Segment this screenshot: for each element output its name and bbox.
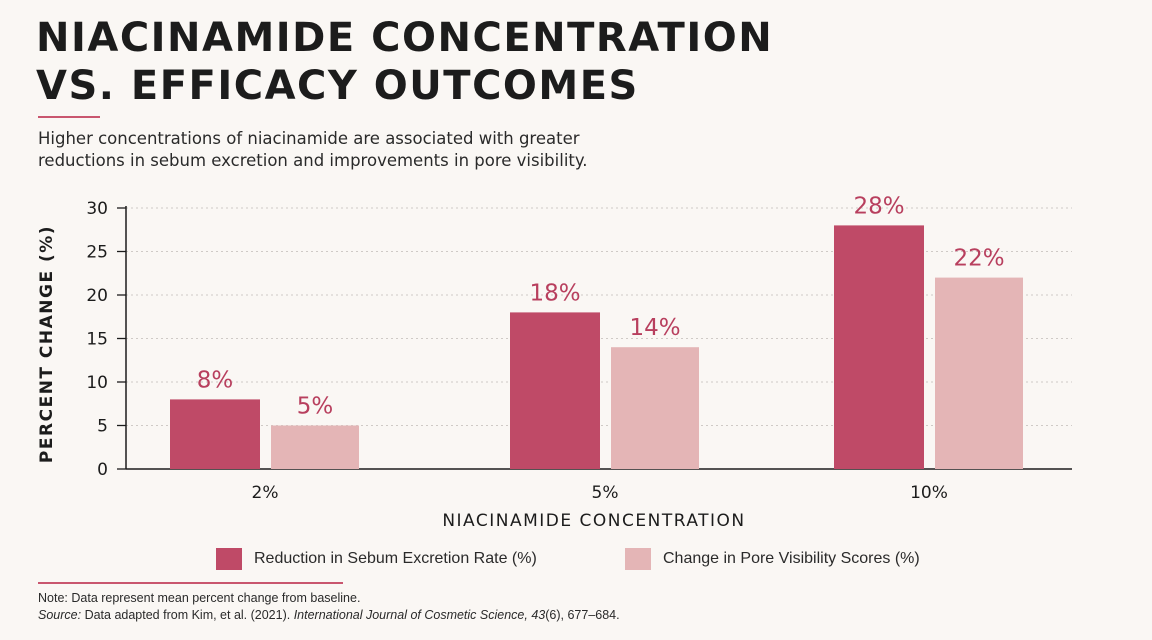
x-tick-label-0: 2%: [252, 483, 279, 503]
source-label: Source:: [38, 608, 82, 622]
legend-label-pore: Change in Pore Visibility Scores (%): [663, 550, 920, 567]
data-label-pore-0: 5%: [297, 394, 334, 420]
x-tick-label-2: 10%: [910, 483, 948, 503]
legend-item-pore: Change in Pore Visibility Scores (%): [625, 546, 920, 572]
data-label-sebum-1: 18%: [529, 280, 580, 306]
source-text: Data adapted from Kim, et al. (2021).: [81, 608, 294, 622]
bar-pore-0: [271, 425, 359, 469]
y-tick-label-10: 10: [86, 373, 108, 393]
y-tick-label-5: 5: [97, 417, 108, 437]
data-label-pore-2: 22%: [953, 246, 1004, 272]
footnote-rule: [38, 582, 343, 584]
issue-pages: (6), 677–684.: [545, 608, 620, 622]
y-tick-label-30: 30: [86, 199, 108, 219]
chart-subtitle: Higher concentrations of niacinamide are…: [38, 128, 638, 172]
bar-pore-2: [935, 277, 1023, 469]
data-label-sebum-2: 28%: [853, 193, 904, 219]
subtitle-line-2: reductions in sebum excretion and improv…: [38, 151, 588, 170]
footnotes: Note: Data represent mean percent change…: [38, 590, 1038, 624]
legend-item-sebum: Reduction in Sebum Excretion Rate (%): [216, 546, 537, 572]
bar-chart: 0 5 10 15 20 25 30 8% 5% 2% 18% 14% 5% 28% 22% 10% NIACI…: [37, 193, 1072, 531]
title-accent-rule: [38, 116, 100, 118]
y-tick-label-20: 20: [86, 286, 108, 306]
y-tick-label-0: 0: [97, 460, 108, 480]
x-axis-title: NIACINAMIDE CONCENTRATION: [442, 511, 745, 531]
legend-swatch-sebum: [216, 548, 242, 570]
chart-title-line-2: VS. EFFICACY OUTCOMES: [36, 63, 639, 109]
journal-name: International Journal of Cosmetic Scienc…: [293, 608, 546, 622]
note-line: Note: Data represent mean percent change…: [38, 590, 1038, 607]
bar-sebum-2: [834, 225, 924, 469]
chart-legend: Reduction in Sebum Excretion Rate (%) Ch…: [216, 546, 976, 572]
y-tick-label-15: 15: [86, 330, 108, 350]
bar-sebum-0: [170, 399, 260, 469]
chart-title-line-1: NIACINAMIDE CONCENTRATION: [36, 15, 774, 61]
note-label: Note:: [38, 591, 68, 605]
y-axis-title: PERCENT CHANGE (%): [37, 225, 57, 463]
subtitle-line-1: Higher concentrations of niacinamide are…: [38, 129, 580, 148]
data-label-sebum-0: 8%: [197, 367, 234, 393]
bar-pore-1: [611, 347, 699, 469]
legend-label-sebum: Reduction in Sebum Excretion Rate (%): [254, 550, 537, 567]
x-tick-label-1: 5%: [592, 483, 619, 503]
legend-swatch-pore: [625, 548, 651, 570]
bar-sebum-1: [510, 312, 600, 469]
data-label-pore-1: 14%: [629, 315, 680, 341]
chart-title: NIACINAMIDE CONCENTRATION VS. EFFICACY O…: [36, 14, 1036, 110]
note-text: Data represent mean percent change from …: [67, 591, 361, 605]
y-tick-label-25: 25: [86, 243, 108, 263]
source-line: Source: Data adapted from Kim, et al. (2…: [38, 607, 1038, 624]
